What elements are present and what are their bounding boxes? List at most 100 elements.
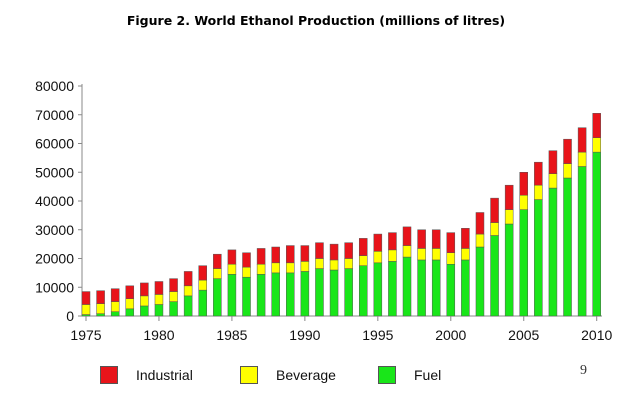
y-tick-label: 30000 — [35, 222, 74, 238]
bar-industrial-2007 — [548, 150, 558, 174]
bar-beverage-2005 — [519, 195, 528, 210]
bar-fuel-1997 — [402, 256, 412, 317]
y-tick-label: 60000 — [35, 136, 74, 152]
bar-industrial-1996 — [388, 232, 397, 251]
bar-industrial-1991 — [315, 242, 324, 259]
x-tick-label: 1990 — [289, 327, 320, 343]
legend-swatch-fuel — [378, 366, 396, 384]
bar-industrial-1978 — [125, 285, 135, 299]
bar-beverage-1980 — [154, 294, 164, 305]
bar-fuel-1986 — [242, 276, 251, 317]
legend-label-beverage: Beverage — [276, 367, 336, 383]
bar-industrial-1998 — [417, 229, 426, 249]
y-tick-label: 80000 — [35, 78, 74, 94]
y-tick-label: 70000 — [35, 107, 74, 123]
bar-fuel-1981 — [169, 301, 178, 317]
bar-industrial-2000 — [446, 232, 456, 253]
bar-beverage-2009 — [577, 151, 587, 167]
bar-fuel-1994 — [358, 265, 368, 317]
bar-beverage-1995 — [373, 251, 383, 264]
legend-swatch-industrial — [100, 366, 118, 384]
bar-fuel-1977 — [110, 311, 120, 317]
x-tick-label: 2010 — [581, 327, 612, 343]
bar-industrial-1990 — [300, 245, 310, 262]
legend: Industrial Beverage Fuel — [100, 366, 520, 390]
bar-beverage-1983 — [198, 279, 207, 291]
bar-fuel-1980 — [154, 304, 164, 317]
bar-industrial-1989 — [286, 245, 295, 264]
y-tick-label: 50000 — [35, 164, 74, 180]
bar-beverage-1996 — [388, 249, 397, 262]
bar-beverage-1975 — [81, 304, 91, 315]
bar-fuel-2005 — [519, 209, 528, 317]
bar-fuel-1989 — [286, 272, 295, 317]
bar-beverage-2010 — [592, 137, 601, 153]
bar-fuel-1979 — [140, 305, 149, 317]
bar-industrial-2003 — [490, 197, 499, 223]
bar-fuel-1995 — [373, 262, 383, 317]
bar-industrial-2002 — [475, 212, 485, 235]
bar-beverage-2007 — [548, 173, 558, 189]
bar-industrial-2005 — [519, 172, 528, 196]
x-tick-label: 2005 — [508, 327, 539, 343]
bar-industrial-1976 — [96, 290, 105, 304]
bar-fuel-1985 — [227, 274, 237, 317]
bar-beverage-1988 — [271, 262, 280, 274]
bar-industrial-1977 — [110, 288, 120, 302]
legend-item-fuel: Fuel — [378, 366, 441, 384]
bar-beverage-1985 — [227, 264, 237, 275]
bar-fuel-1983 — [198, 289, 207, 317]
bar-fuel-2002 — [475, 246, 485, 317]
x-tick-label: 1995 — [362, 327, 393, 343]
bar-industrial-1985 — [227, 249, 237, 265]
y-tick-label: 10000 — [35, 279, 74, 295]
bar-industrial-1988 — [271, 246, 280, 264]
bar-industrial-2001 — [461, 228, 470, 249]
bar-industrial-2006 — [534, 161, 543, 186]
bar-beverage-1989 — [286, 262, 295, 274]
x-tick-label: 1980 — [143, 327, 174, 343]
bar-industrial-1986 — [242, 252, 251, 268]
bar-fuel-1992 — [329, 269, 339, 317]
bar-fuel-2007 — [548, 187, 558, 317]
legend-swatch-beverage — [240, 366, 258, 384]
bar-fuel-1988 — [271, 272, 280, 317]
page-number: 9 — [580, 363, 587, 378]
bar-fuel-1990 — [300, 271, 310, 317]
bar-fuel-1996 — [388, 261, 397, 317]
legend-item-industrial: Industrial — [100, 366, 193, 384]
bar-fuel-1976 — [96, 313, 105, 317]
bar-beverage-1990 — [300, 261, 310, 272]
bar-beverage-1986 — [242, 266, 251, 278]
bar-fuel-2006 — [534, 199, 543, 317]
bar-beverage-1994 — [358, 255, 368, 266]
bar-beverage-1984 — [213, 268, 222, 279]
bar-fuel-1978 — [125, 308, 135, 317]
bar-fuel-2010 — [592, 151, 601, 317]
bar-fuel-1991 — [315, 268, 324, 317]
bar-beverage-2001 — [461, 248, 470, 261]
bar-beverage-1982 — [183, 285, 193, 297]
bar-fuel-1998 — [417, 259, 426, 317]
bar-beverage-1981 — [169, 291, 178, 302]
bar-industrial-1979 — [140, 282, 149, 297]
bar-fuel-2001 — [461, 259, 470, 317]
bar-beverage-2003 — [490, 222, 499, 236]
bar-fuel-1987 — [256, 274, 266, 317]
bar-fuel-2000 — [446, 264, 456, 317]
bar-fuel-2003 — [490, 235, 499, 317]
bar-beverage-1991 — [315, 258, 324, 269]
bar-industrial-2010 — [592, 113, 601, 138]
bar-beverage-1979 — [140, 295, 149, 307]
bar-beverage-1999 — [431, 248, 441, 261]
x-tick-label: 1985 — [216, 327, 247, 343]
bar-industrial-1983 — [198, 265, 207, 281]
y-tick-label: 20000 — [35, 251, 74, 267]
bar-industrial-2008 — [563, 138, 572, 164]
bar-fuel-1993 — [344, 268, 353, 317]
bar-industrial-1980 — [154, 281, 164, 295]
bar-beverage-2004 — [504, 209, 514, 225]
bar-industrial-1993 — [344, 242, 353, 259]
bar-beverage-1992 — [329, 259, 339, 271]
